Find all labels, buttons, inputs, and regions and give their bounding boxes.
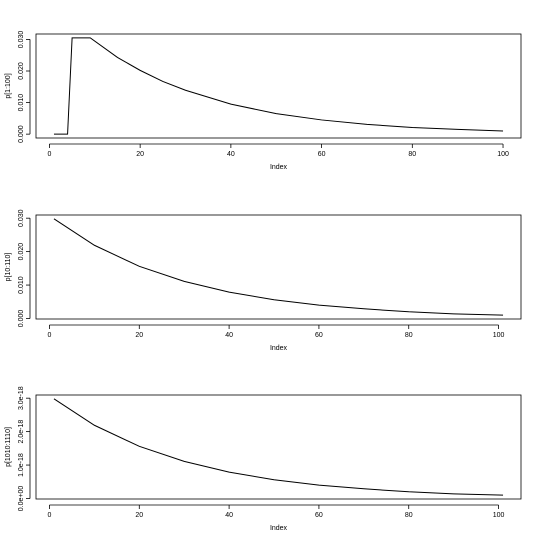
x-tick-label: 0 [48, 332, 52, 339]
data-line [53, 218, 504, 316]
y-tick-label: 0.020 [18, 62, 25, 80]
x-tick-label: 20 [136, 151, 144, 158]
plot-frame [35, 214, 522, 320]
y-tick-label: 0.0e+00 [18, 486, 25, 512]
data-line [53, 398, 504, 496]
y-tick-label: 3.0e-18 [18, 386, 25, 410]
x-tick-label: 80 [408, 151, 416, 158]
y-tick-label: 0.010 [18, 94, 25, 112]
y-tick-label: 0.030 [18, 31, 25, 49]
x-tick-label: 100 [493, 512, 505, 519]
plot-frame [35, 33, 522, 139]
y-axis-label: p[10:110] [5, 253, 12, 282]
x-tick-label: 100 [497, 151, 509, 158]
x-tick-label: 40 [225, 512, 233, 519]
x-tick-label: 80 [405, 512, 413, 519]
x-tick-label: 40 [225, 332, 233, 339]
x-axis-label: Index [270, 345, 288, 352]
x-tick-label: 20 [135, 332, 143, 339]
x-tick-label: 80 [405, 332, 413, 339]
x-tick-label: 60 [318, 151, 326, 158]
y-tick-label: 0.020 [18, 243, 25, 261]
y-tick-label: 0.010 [18, 276, 25, 294]
y-tick-label: 1.0e-18 [18, 453, 25, 477]
y-axis-label: p[1:100] [5, 73, 12, 98]
x-tick-label: 60 [315, 332, 323, 339]
plot-frame [35, 394, 522, 500]
y-tick-label: 0.030 [18, 209, 25, 227]
x-tick-label: 20 [135, 512, 143, 519]
y-tick-label: 2.0e-18 [18, 420, 25, 444]
x-tick-label: 100 [493, 332, 505, 339]
y-tick-label: 0.000 [18, 125, 25, 143]
x-tick-label: 40 [227, 151, 235, 158]
data-line [53, 37, 504, 135]
x-tick-label: 0 [47, 151, 51, 158]
x-axis-label: Index [270, 525, 288, 532]
x-tick-label: 60 [315, 512, 323, 519]
x-tick-label: 0 [48, 512, 52, 519]
y-axis-label: p[1010:1110] [5, 427, 12, 467]
y-tick-label: 0.000 [18, 310, 25, 328]
x-axis-label: Index [270, 164, 288, 171]
